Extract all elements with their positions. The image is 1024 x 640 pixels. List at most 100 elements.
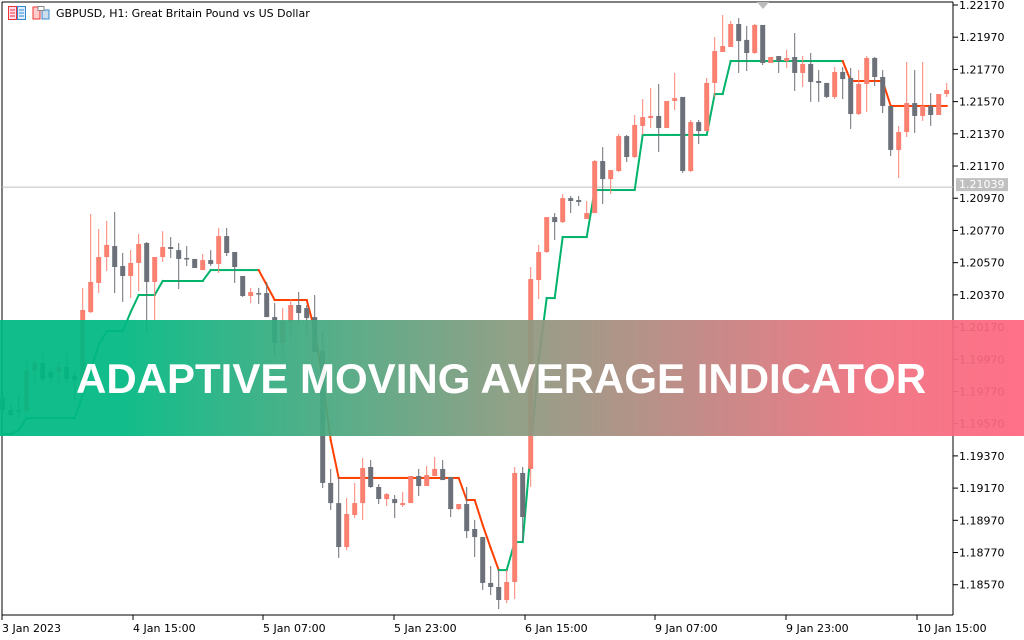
candle [544,217,550,253]
candle [424,466,430,487]
candle [144,242,150,334]
candle [592,160,598,214]
price-axis: 1.22170 1.21970 1.21770 1.21570 1.21370 1.211… [953,0,1008,592]
ama-segment [129,293,141,314]
candle [864,56,870,113]
candle-body [416,476,422,487]
candle [552,213,558,240]
candle [912,70,918,134]
candle-body [856,84,862,115]
candle [696,119,702,144]
candle-body [288,305,294,323]
x-tick-label: 3 Jan 2023 [2,622,61,635]
chart-frame [1,1,954,616]
candle-body [584,213,590,220]
candle [640,99,646,135]
candle [160,231,166,263]
candle-body [576,200,582,202]
candle-body [376,486,382,500]
candle-body [808,63,814,82]
candle-body [728,23,734,48]
candle-body [672,98,678,101]
candle [808,52,814,102]
ama-segment [153,279,165,297]
symbol-properties-icon[interactable] [32,6,50,20]
y-tick-label: 1.21170 [959,160,1005,173]
candle [720,14,726,53]
x-tick-label: 10 Jan 15:00 [917,622,987,635]
candle-body [864,57,870,85]
candle [88,214,94,314]
candle [352,482,358,519]
candle [872,57,878,86]
candle-body [344,514,350,548]
ama-segment [633,133,644,192]
candle-body [216,236,222,264]
time-axis: 3 Jan 2023 4 Jan 15:00 5 Jan 07:00 5 Jan 23… [1,615,987,635]
candle [928,93,934,126]
x-tick-label: 9 Jan 23:00 [786,622,849,635]
candle [856,70,862,115]
candle-body [776,56,782,62]
candle-body [464,504,470,532]
candle-body [520,472,526,518]
candle [672,72,678,110]
candle [536,244,542,300]
ama-segment [841,59,853,83]
candle [904,61,910,138]
candle-body [608,170,614,180]
candle [760,24,766,66]
candle [568,195,574,214]
candle-body [656,115,662,129]
candle [176,243,182,290]
candle [624,134,630,163]
candle-body [304,308,310,319]
chart-window-icon[interactable] [8,6,26,20]
y-tick-label: 1.20770 [959,224,1005,237]
candle [776,56,782,73]
candle-body [472,529,478,538]
candle-body [488,582,494,587]
candle-body [408,476,414,504]
candle-body [832,71,838,97]
candle-body [848,77,854,115]
candle-body [544,217,550,253]
x-tick-label: 4 Jan 15:00 [133,622,196,635]
candle-body [328,482,334,504]
candle [936,94,942,115]
candle-body [704,82,710,132]
candle-body [352,503,358,515]
candle [216,228,222,273]
ama-segment [457,476,468,502]
shift-marker-icon[interactable] [757,2,769,9]
candle [768,57,774,63]
candle-body [632,124,638,158]
candle [256,287,262,305]
candle [656,84,662,153]
candle-body [432,468,438,477]
candle-body [240,276,246,296]
candle [248,287,254,304]
candle [608,170,614,195]
ama-segment [473,498,484,527]
candle [712,37,718,97]
candle-body [128,262,134,277]
candle-body [440,468,446,481]
candle [104,220,110,272]
candle [336,476,342,558]
candle [136,233,142,291]
candle [736,18,742,73]
x-tick-label: 9 Jan 07:00 [655,622,718,635]
candle [648,87,654,129]
x-tick-label: 5 Jan 07:00 [263,622,326,635]
y-tick-label: 1.19370 [959,450,1005,463]
candle [792,33,798,91]
candle [392,495,398,519]
y-tick-label: 1.20370 [959,289,1005,302]
candle [784,49,790,68]
candle [432,457,438,477]
candle-body [928,105,934,115]
candle-body [536,252,542,281]
ama-segment [265,283,277,302]
ama-segment [329,438,340,480]
